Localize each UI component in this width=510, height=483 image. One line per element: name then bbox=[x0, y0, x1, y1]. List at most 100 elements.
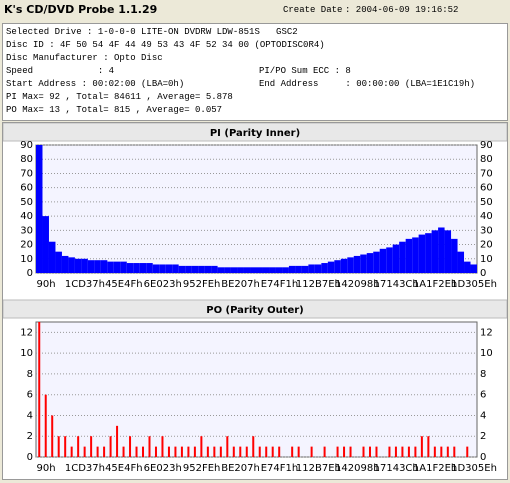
x-tick-label: 6E023h bbox=[144, 463, 182, 474]
y-tick-label: 0 bbox=[27, 452, 33, 463]
bar bbox=[256, 267, 263, 273]
x-tick-label: 1CD37h bbox=[65, 279, 105, 290]
bar bbox=[334, 260, 341, 273]
x-tick-label: 952FEh bbox=[183, 279, 221, 290]
y-tick-label: 90 bbox=[20, 140, 33, 151]
bar bbox=[301, 265, 309, 273]
bar bbox=[120, 261, 127, 273]
x-tick-label: BE207h bbox=[221, 463, 260, 474]
bar bbox=[185, 265, 192, 273]
bar bbox=[116, 425, 119, 457]
bar bbox=[340, 258, 348, 273]
y-tick-label: 80 bbox=[480, 154, 493, 165]
bar bbox=[211, 265, 218, 273]
y-tick-label: 50 bbox=[20, 197, 33, 208]
y-tick-label: 80 bbox=[20, 154, 33, 165]
info-panel: Selected Drive : 1-0-0-0 LITE-ON DVDRW L… bbox=[2, 23, 508, 121]
info-text: Disc Manufacturer : Opto Disc bbox=[6, 53, 163, 63]
y-tick-label: 50 bbox=[480, 197, 493, 208]
y-tick-label: 20 bbox=[20, 240, 33, 251]
bar bbox=[407, 446, 410, 457]
bar bbox=[129, 436, 132, 457]
bar bbox=[206, 446, 209, 457]
info-text: Selected Drive : 1-0-0-0 LITE-ON DVDRW L… bbox=[6, 27, 298, 37]
y-tick-label: 0 bbox=[480, 452, 486, 463]
bar bbox=[418, 234, 426, 273]
bar bbox=[399, 241, 406, 273]
bar bbox=[224, 267, 231, 273]
bar bbox=[161, 436, 164, 457]
bar bbox=[237, 267, 244, 273]
bar bbox=[470, 264, 477, 273]
bar bbox=[226, 436, 229, 457]
bar bbox=[252, 436, 255, 457]
bar bbox=[362, 446, 365, 457]
x-tick-label: 142098h bbox=[335, 279, 380, 290]
bar bbox=[433, 446, 436, 457]
bar bbox=[288, 265, 296, 273]
bar bbox=[122, 446, 125, 457]
x-tick-label: 17143Ch bbox=[374, 279, 419, 290]
bar bbox=[109, 436, 112, 457]
x-tick-label: BE207h bbox=[221, 279, 260, 290]
bar bbox=[466, 446, 469, 457]
bar bbox=[401, 446, 404, 457]
y-tick-label: 30 bbox=[20, 225, 33, 236]
bar bbox=[420, 436, 423, 457]
bar bbox=[135, 446, 138, 457]
y-tick-label: 10 bbox=[20, 348, 33, 359]
y-tick-label: 2 bbox=[480, 431, 486, 442]
charts-panel: PI (Parity Inner) 0 0 10 10 20 20 30 30 40 40 50 50 6… bbox=[2, 122, 508, 480]
bar bbox=[142, 446, 145, 457]
y-tick-label: 8 bbox=[27, 369, 33, 380]
info-text: Start Address : 00:02:00 (LBA=0h) bbox=[6, 79, 185, 89]
x-tick-label: 1D305Eh bbox=[451, 463, 497, 474]
bar bbox=[180, 446, 183, 457]
bar bbox=[239, 446, 242, 457]
y-tick-label: 30 bbox=[480, 225, 493, 236]
bar bbox=[152, 264, 160, 273]
bar bbox=[61, 255, 69, 273]
bar bbox=[51, 415, 54, 457]
bar bbox=[425, 233, 432, 273]
bar bbox=[100, 260, 108, 273]
bar bbox=[133, 263, 140, 273]
y-tick-label: 4 bbox=[480, 410, 486, 421]
y-tick-label: 8 bbox=[480, 369, 486, 380]
x-tick-label: 45E4Fh bbox=[105, 279, 143, 290]
bar bbox=[198, 265, 205, 273]
y-tick-label: 70 bbox=[20, 168, 33, 179]
bar bbox=[269, 267, 276, 273]
bar bbox=[444, 230, 452, 273]
bar bbox=[349, 446, 352, 457]
y-tick-label: 4 bbox=[27, 410, 33, 421]
bar bbox=[457, 251, 465, 273]
bar bbox=[191, 265, 199, 273]
bar bbox=[219, 446, 222, 457]
bar bbox=[154, 446, 157, 457]
y-tick-label: 12 bbox=[480, 327, 493, 338]
bar bbox=[321, 263, 328, 273]
y-tick-label: 6 bbox=[480, 390, 486, 401]
bar bbox=[90, 436, 93, 457]
y-tick-label: 10 bbox=[480, 348, 493, 359]
x-tick-label: 112B7Eh bbox=[296, 463, 341, 474]
bar bbox=[386, 247, 393, 273]
bar bbox=[230, 267, 238, 273]
bar bbox=[57, 436, 60, 457]
bar bbox=[394, 446, 397, 457]
x-tick-label: 112B7Eh bbox=[296, 279, 341, 290]
y-tick-label: 20 bbox=[480, 240, 493, 251]
bar bbox=[278, 446, 281, 457]
bar bbox=[405, 238, 413, 273]
info-text: End Address : 00:00:00 (LBA=1E1C19h) bbox=[259, 79, 476, 89]
bar bbox=[232, 446, 235, 457]
y-tick-label: 60 bbox=[20, 183, 33, 194]
bar bbox=[438, 227, 445, 273]
bar bbox=[243, 267, 251, 273]
bar bbox=[94, 260, 101, 273]
bar bbox=[70, 446, 73, 457]
bar bbox=[297, 446, 300, 457]
bar bbox=[48, 241, 56, 273]
